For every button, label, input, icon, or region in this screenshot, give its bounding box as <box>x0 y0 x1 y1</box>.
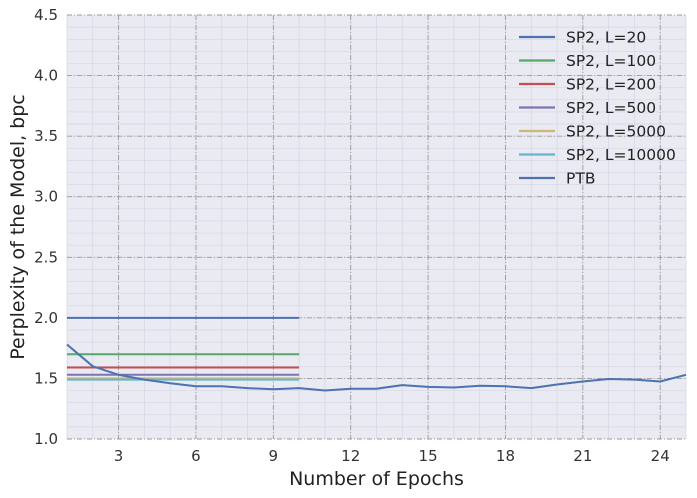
y-tick-label: 4.0 <box>34 67 58 85</box>
x-tick-label: 6 <box>191 447 201 465</box>
x-tick-label: 24 <box>651 447 670 465</box>
x-tick-label: 9 <box>269 447 279 465</box>
x-tick-label: 21 <box>573 447 592 465</box>
y-tick-label: 3.5 <box>34 127 58 145</box>
x-tick-label: 18 <box>496 447 515 465</box>
legend-label: SP2, L=10000 <box>566 146 676 164</box>
y-tick-label: 3.0 <box>34 188 58 206</box>
legend-label: SP2, L=20 <box>566 29 646 47</box>
y-axis-label: Perplexity of the Model, bpc <box>7 94 29 360</box>
legend-label: SP2, L=100 <box>566 52 656 70</box>
series-layer <box>66 316 687 392</box>
legend-label: SP2, L=200 <box>566 76 656 94</box>
y-tick-label: 2.5 <box>34 248 58 266</box>
x-axis-label: Number of Epochs <box>289 468 464 490</box>
x-tick-label: 3 <box>114 447 124 465</box>
y-tick-label: 1.0 <box>34 430 58 448</box>
series-line-6 <box>66 343 687 392</box>
legend-label: SP2, L=500 <box>566 99 656 117</box>
x-tick-labels: 3 6 9 12 15 18 21 24 <box>114 447 670 465</box>
x-tick-label: 12 <box>341 447 360 465</box>
legend-label: PTB <box>566 170 595 188</box>
y-tick-labels: 1.0 1.5 2.0 2.5 3.0 3.5 4.0 4.5 <box>34 6 58 448</box>
y-tick-label: 4.5 <box>34 6 58 24</box>
y-tick-label: 2.0 <box>34 309 58 327</box>
y-tick-label: 1.5 <box>34 369 58 387</box>
legend: SP2, L=20 SP2, L=100 SP2, L=200 SP2, L=500 S… <box>519 29 676 188</box>
x-tick-label: 15 <box>419 447 438 465</box>
legend-label: SP2, L=5000 <box>566 123 666 141</box>
